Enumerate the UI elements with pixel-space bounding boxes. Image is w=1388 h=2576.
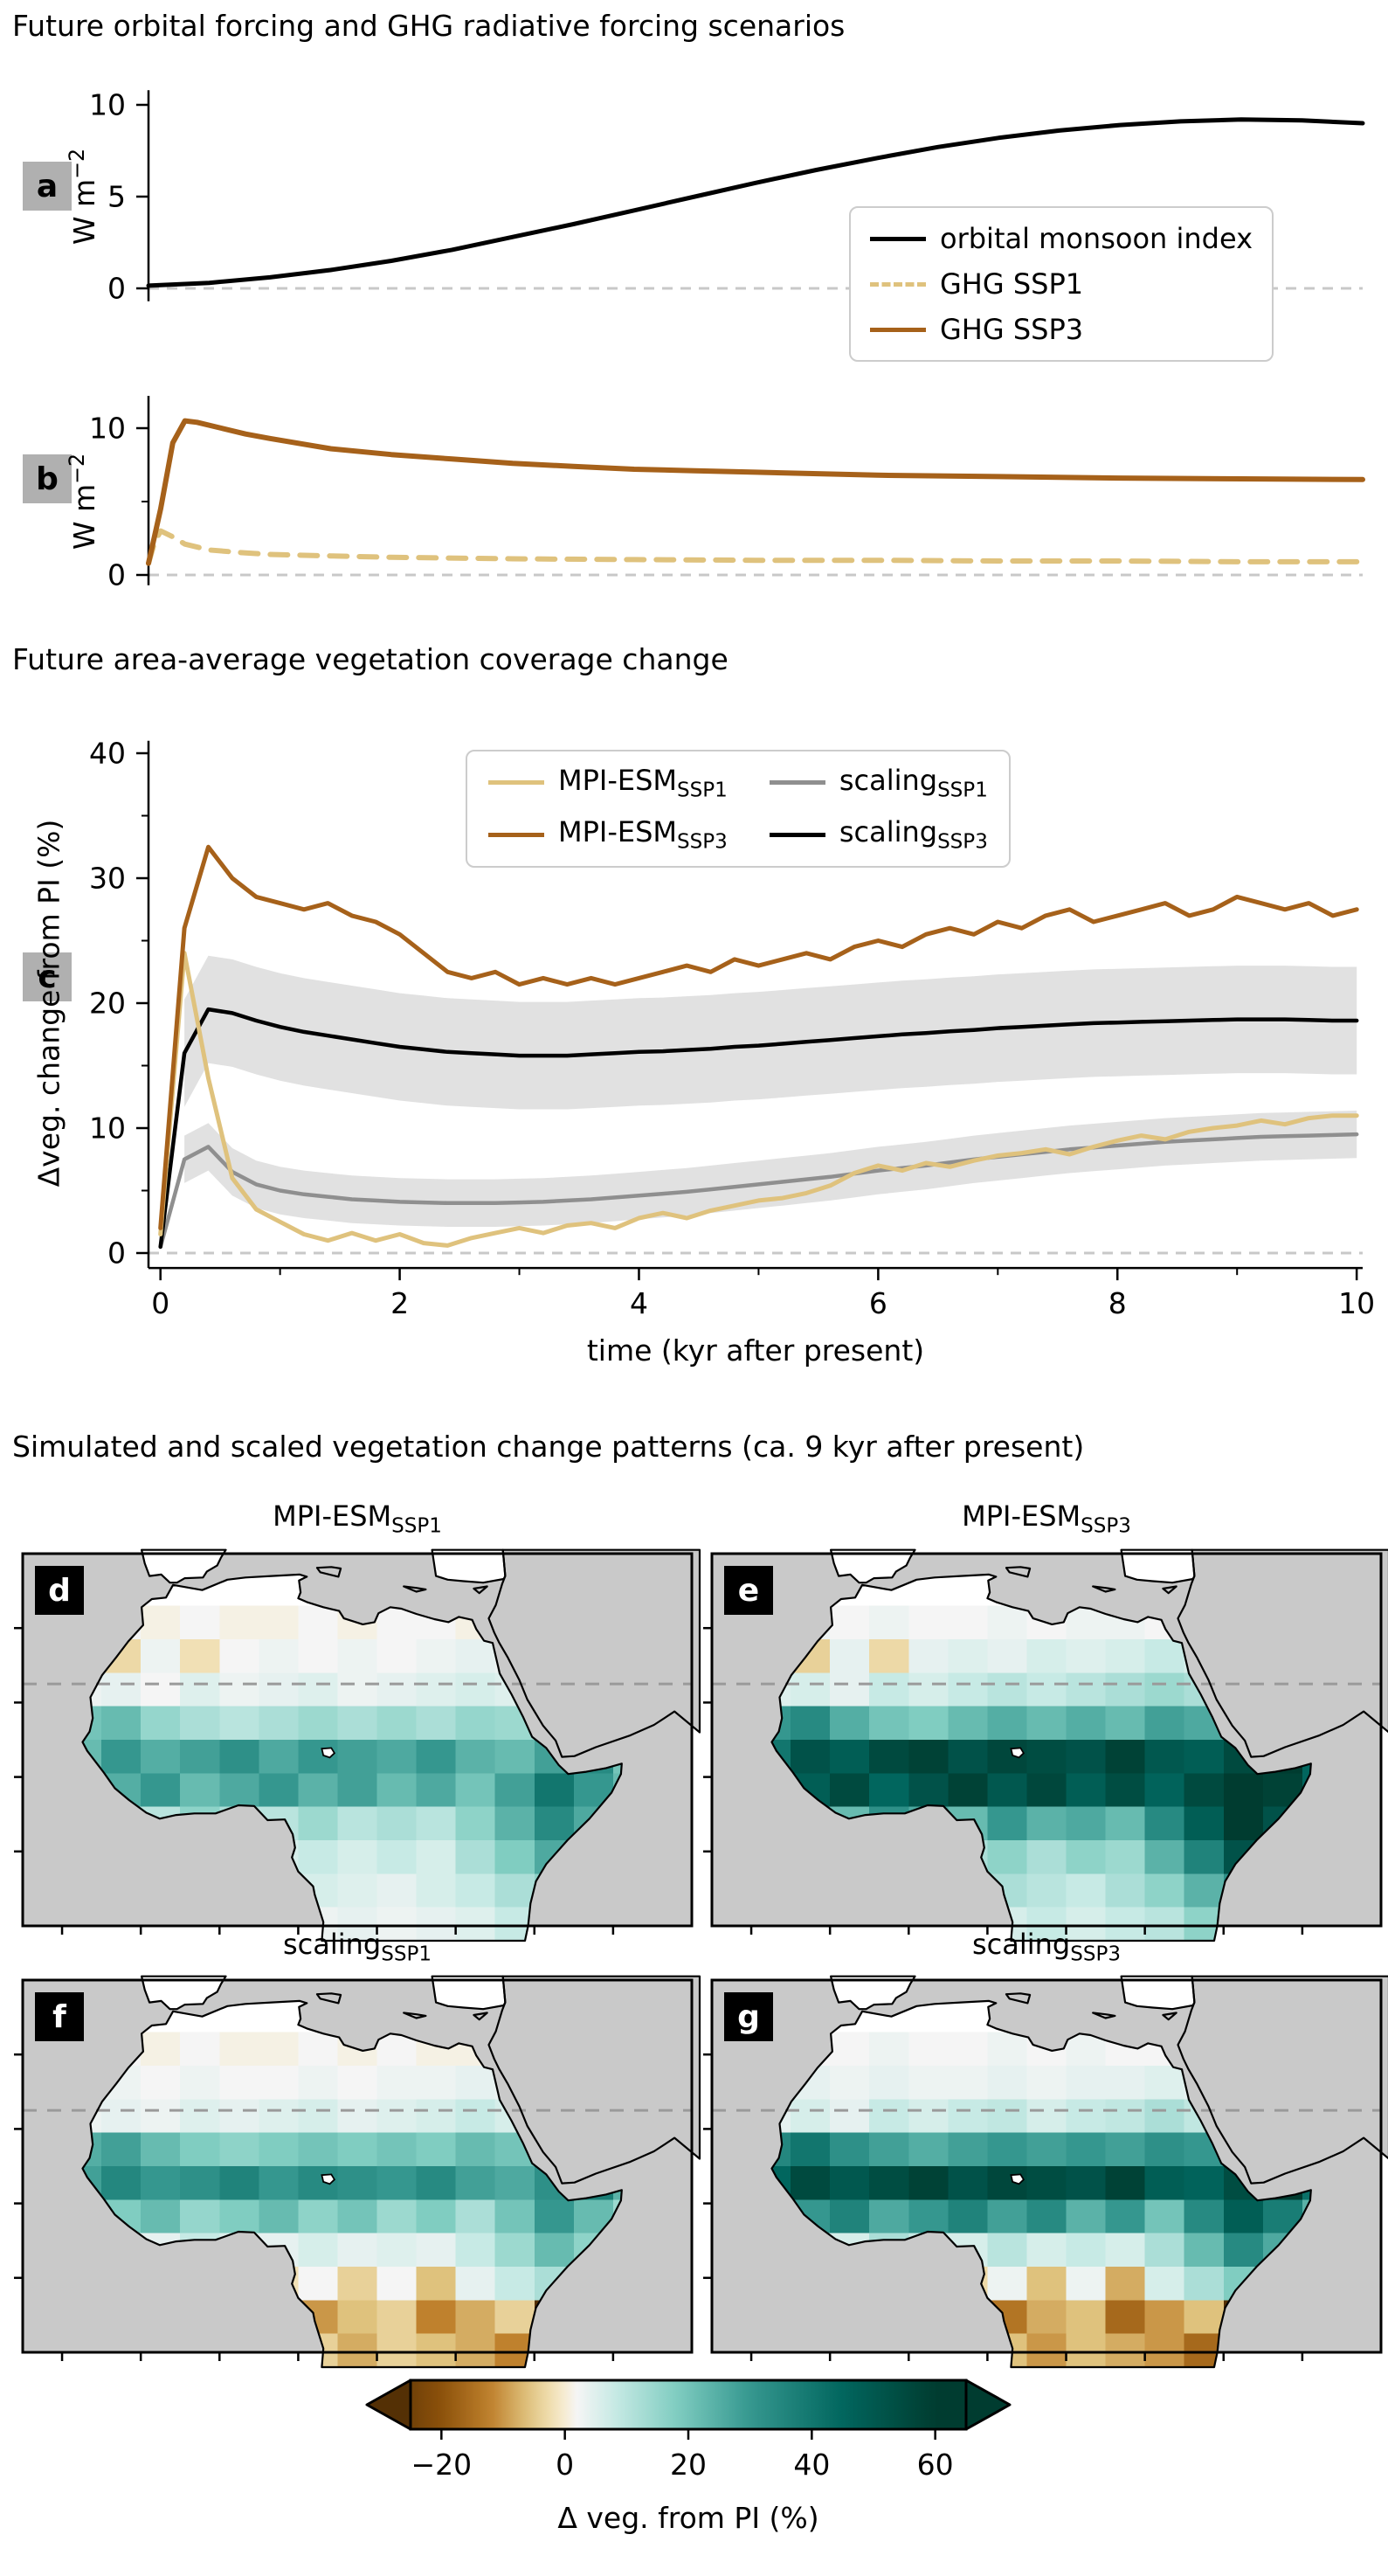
legend-label: scalingSSP3 (839, 815, 988, 853)
ghg-ssp1-line-sample (870, 281, 926, 287)
svg-text:0: 0 (107, 1236, 126, 1271)
svg-text:10: 10 (1338, 1286, 1375, 1320)
legend-label-sub: SSP1 (677, 779, 728, 802)
map-title-sub: SSP3 (1081, 1514, 1131, 1538)
section-title-forcing: Future orbital forcing and GHG radiative… (12, 9, 846, 43)
map-title-g: scalingSSP3 (972, 1928, 1121, 1965)
legend-item-ghg-ssp3: GHG SSP3 (870, 313, 1253, 346)
map-f-canvas (14, 1975, 701, 2369)
panel-label-e: e (724, 1566, 773, 1615)
orbital-line-sample (870, 236, 926, 241)
map-title-base: MPI-ESM (962, 1499, 1081, 1533)
svg-text:5: 5 (107, 180, 126, 214)
legend-label: GHG SSP1 (940, 267, 1084, 301)
map-title-base: scaling (971, 1928, 1071, 1961)
legend-label-base: scaling (839, 815, 938, 849)
map-title-sub: SSP1 (381, 1942, 432, 1966)
colorbar-label: Δ veg. from PI (%) (557, 2501, 819, 2535)
svg-text:40: 40 (793, 2448, 830, 2482)
mpiesm-ssp1-line-sample (488, 780, 544, 786)
svg-text:−20: −20 (411, 2448, 473, 2482)
legend-item-orbital: orbital monsoon index (870, 222, 1253, 255)
colorbar-canvas: −20 0 20 40 60 (365, 2379, 1012, 2482)
map-e-canvas (703, 1548, 1388, 1942)
svg-text:10: 10 (89, 1111, 126, 1146)
legend-label-sub: SSP3 (937, 830, 988, 854)
legend-label-base: scaling (839, 764, 938, 797)
svg-text:10: 10 (89, 412, 126, 446)
svg-text:6: 6 (869, 1286, 887, 1320)
legend-label-sub: SSP1 (937, 779, 988, 802)
panel-label-f: f (35, 1992, 84, 2041)
svg-text:0: 0 (107, 272, 126, 306)
panel-label-b: b (23, 454, 72, 503)
section-title-vegetation: Future area-average vegetation coverage … (12, 642, 729, 676)
svg-text:60: 60 (917, 2448, 954, 2482)
map-title-base: MPI-ESM (273, 1499, 392, 1533)
svg-text:0: 0 (151, 1286, 169, 1320)
map-title-f: scalingSSP1 (283, 1928, 432, 1965)
legend-item-mpiesm-ssp3: MPI-ESMSSP3 (488, 815, 728, 854)
legend-label-base: MPI-ESM (558, 764, 678, 797)
map-title-e: MPI-ESMSSP3 (962, 1499, 1131, 1537)
svg-text:0: 0 (107, 558, 126, 592)
legend-item-scaling-ssp1: scalingSSP1 (769, 764, 988, 801)
chart-a-canvas: 0 5 10 (89, 88, 1365, 306)
legend-label: scalingSSP1 (839, 764, 988, 801)
ghg-ssp3-line-sample (870, 327, 926, 332)
legend-label: GHG SSP3 (940, 313, 1084, 346)
legend-label-sub: SSP3 (677, 830, 728, 854)
legend-panel-a: orbital monsoon index GHG SSP1 GHG SSP3 (849, 206, 1274, 362)
svg-text:40: 40 (89, 737, 126, 771)
svg-text:0: 0 (556, 2448, 574, 2482)
svg-text:20: 20 (89, 987, 126, 1021)
legend-item-mpiesm-ssp1: MPI-ESMSSP1 (488, 764, 728, 801)
legend-item-ghg-ssp1: GHG SSP1 (870, 267, 1253, 301)
legend-label: MPI-ESMSSP3 (558, 815, 728, 853)
legend-label: orbital monsoon index (940, 222, 1253, 255)
svg-text:20: 20 (670, 2448, 707, 2482)
panel-c-xlabel: time (kyr after present) (586, 1333, 925, 1368)
map-d-canvas (14, 1548, 701, 1942)
panel-label-g: g (724, 1992, 773, 2041)
svg-text:2: 2 (390, 1286, 409, 1320)
chart-c-canvas: 0 10 20 30 40 0 2 4 6 8 10 (89, 737, 1375, 1321)
panel-label-a: a (23, 162, 72, 211)
legend-item-scaling-ssp3: scalingSSP3 (769, 815, 988, 854)
section-title-maps: Simulated and scaled vegetation change p… (12, 1430, 1085, 1464)
scaling-ssp3-line-sample (769, 832, 825, 837)
mpiesm-ssp3-line-sample (488, 832, 544, 837)
svg-text:4: 4 (630, 1286, 648, 1320)
legend-label: MPI-ESMSSP1 (558, 764, 728, 801)
map-title-sub: SSP3 (1070, 1942, 1122, 1966)
legend-panel-c: MPI-ESMSSP1 scalingSSP1 MPI-ESMSSP3 scal… (466, 750, 1011, 868)
map-title-d: MPI-ESMSSP1 (273, 1499, 442, 1537)
svg-text:30: 30 (89, 862, 126, 896)
scaling-ssp1-line-sample (769, 780, 825, 786)
chart-b-canvas: 0 10 (89, 396, 1365, 592)
svg-text:10: 10 (89, 88, 126, 122)
map-title-base: scaling (282, 1928, 382, 1961)
panel-label-c: c (23, 952, 72, 1001)
svg-text:8: 8 (1108, 1286, 1127, 1320)
map-g-canvas (703, 1975, 1388, 2369)
legend-label-base: MPI-ESM (558, 815, 678, 849)
panel-label-d: d (35, 1566, 84, 1615)
map-title-sub: SSP1 (391, 1514, 442, 1538)
